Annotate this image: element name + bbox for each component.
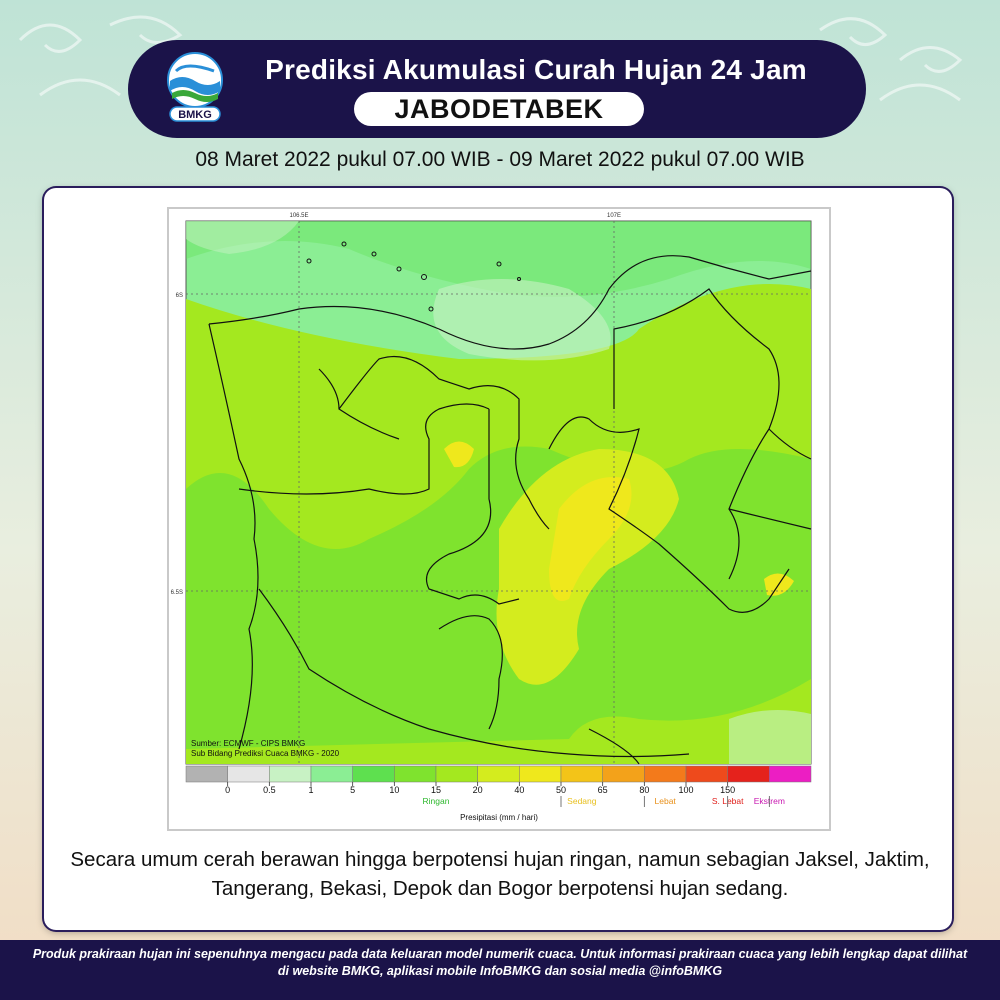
legend-category-label: Sedang [567, 796, 597, 806]
rain-zone-20-40 [496, 449, 679, 685]
legend-swatch [560, 765, 603, 783]
legend-swatch [477, 765, 520, 783]
legend-colorbar [185, 765, 812, 783]
legend-swatch [644, 765, 687, 783]
legend-tick-label: 0 [225, 785, 230, 795]
legend-swatch [352, 765, 395, 783]
islands [306, 241, 521, 312]
legend-swatch [227, 765, 270, 783]
rain-zone-top [186, 221, 811, 297]
legend-swatch [685, 765, 728, 783]
legend-swatch [394, 765, 437, 783]
legend-tick-label: 50 [556, 785, 566, 795]
legend-swatch [435, 765, 478, 783]
date-range: 08 Maret 2022 pukul 07.00 WIB - 09 Maret… [195, 148, 805, 171]
legend-tick-label: 100 [678, 785, 693, 795]
legend-swatch [602, 765, 645, 783]
source-line-1: Sumber: ECMWF - CIPS BMKG [191, 739, 305, 748]
legend-tick-label: 0.5 [263, 785, 276, 795]
rain-zone-small [444, 441, 474, 468]
source-line-2: Sub Bidang Prediksi Cuaca BMKG - 2020 [191, 749, 340, 758]
legend-categories: Ringan Sedang Lebat S. Lebat Ekstrem [423, 796, 785, 807]
legend-swatch [769, 765, 812, 783]
legend-tick-label: 20 [473, 785, 483, 795]
tick-label-top-1: 106.5E [289, 213, 308, 219]
legend-category-label: Ringan [423, 796, 450, 806]
rain-zone-40-50 [549, 477, 632, 601]
logo-text: BMKG [178, 109, 212, 121]
rain-zone-light [433, 279, 611, 361]
decorative-swirl-pattern [18, 15, 963, 102]
footer-bar [0, 940, 1000, 1000]
legend-swatch [727, 765, 770, 783]
legend-tick-label: 1 [308, 785, 313, 795]
legend-tick-label: 10 [389, 785, 399, 795]
page-title: Prediksi Akumulasi Curah Hujan 24 Jam [265, 54, 807, 85]
legend-axis-label: Presipitasi (mm / hari) [460, 813, 538, 822]
admin-boundaries [208, 255, 812, 765]
footer-text: Produk prakiraan hujan ini sepenuhnya me… [32, 947, 968, 978]
legend-swatch [310, 765, 353, 783]
tick-label-left-1: 6S [176, 293, 183, 299]
legend-tick-label: 5 [350, 785, 355, 795]
bmkg-logo: BMKG [167, 52, 223, 122]
rainfall-map: 106.5E 107E 6S 6.5S Sumber: ECMWF - CIPS… [171, 213, 812, 822]
rain-zone-light-se [729, 710, 811, 764]
region-badge: JABODETABEK [354, 92, 644, 126]
forecast-description: Secara umum cerah berawan hingga berpote… [70, 848, 930, 900]
legend-ticks: 0 0.5 1 5 10 15 20 40 50 65 80 100 150 [225, 782, 735, 795]
tick-label-top-2: 107E [607, 213, 621, 219]
legend-category-label: Lebat [655, 796, 677, 806]
legend-tick-label: 40 [514, 785, 524, 795]
rain-zone-light-nw [186, 221, 299, 254]
legend-swatch [269, 765, 312, 783]
legend-tick-label: 15 [431, 785, 441, 795]
legend-tick-label: 80 [639, 785, 649, 795]
legend-swatch [185, 765, 228, 783]
grid-lines [186, 221, 811, 764]
tick-label-left-2: 6.5S [171, 590, 183, 596]
legend-tick-label: 65 [598, 785, 608, 795]
legend-swatch [519, 765, 562, 783]
legend-tick-label: 150 [720, 785, 735, 795]
map-frame: 106.5E 107E 6S 6.5S Sumber: ECMWF - CIPS… [167, 207, 831, 831]
